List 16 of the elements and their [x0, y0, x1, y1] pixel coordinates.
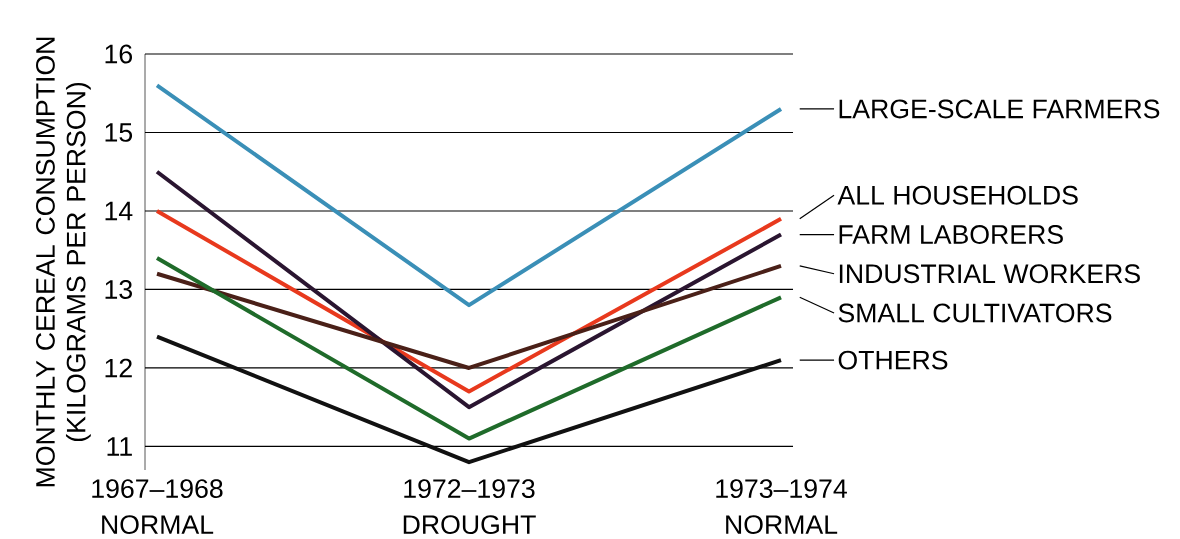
x-tick-label: 1973–1974 NORMAL [716, 479, 847, 535]
text: OTHERS [838, 350, 948, 370]
text: FARM LABORERS [839, 225, 1063, 244]
y-tick-label: 11 [107, 437, 132, 456]
x-tick-label: 1972–1973 DROUGHT [403, 479, 536, 535]
text: LARGE-SCALE FARMERS [839, 99, 1160, 119]
y-tick-label: 16 [105, 44, 132, 64]
text: ALL HOUSEHOLDS [837, 185, 1078, 205]
y-tick-label: 14 [105, 201, 133, 221]
y-tick-label: 15 [105, 123, 133, 142]
x-tick-label: 1967–1968 NORMAL [92, 479, 223, 535]
y-tick-label: 13 [105, 280, 132, 299]
y-axis-title: MONTHLY CEREAL CONSUMPTION (KILOGRAMS PER PERSON) [36, 37, 91, 487]
text: INDUSTRIAL WORKERS [839, 264, 1140, 284]
text: SMALL CULTIVATORS [838, 303, 1112, 323]
y-tick-label: 12 [105, 358, 132, 378]
